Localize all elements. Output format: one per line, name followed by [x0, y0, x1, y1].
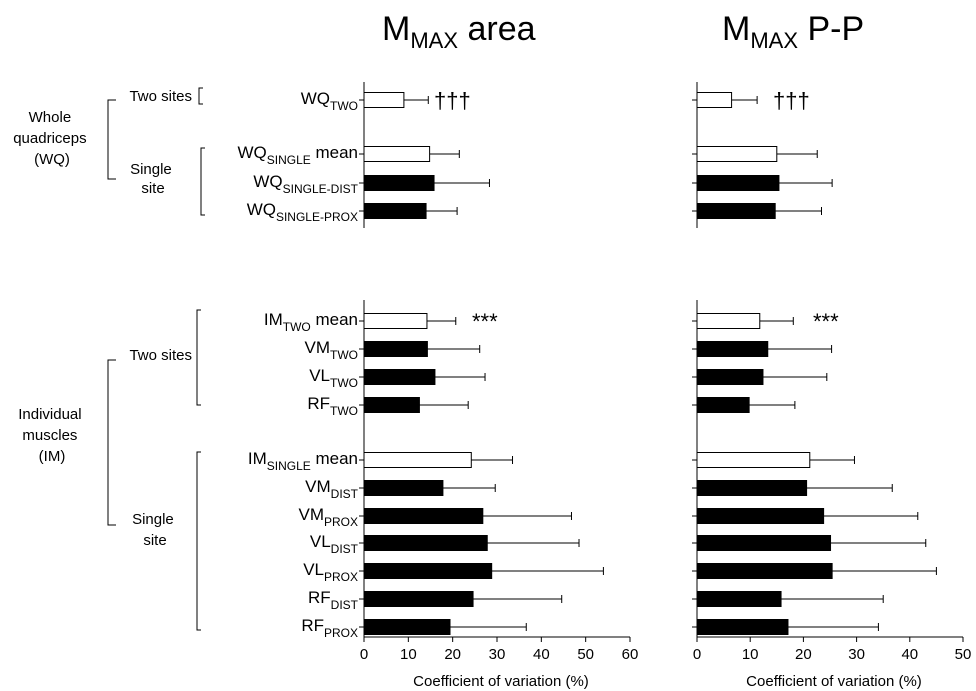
group-label-wq-single-site: Single site: [130, 161, 176, 197]
bar-vl_prox: [363, 563, 493, 579]
x-tick-label: 10: [400, 646, 417, 663]
row-label-wq_two: WQTWO: [301, 89, 358, 113]
bar-vm_two: [696, 341, 769, 357]
bar-rf_dist: [696, 591, 782, 607]
row-label-vl_prox: VLPROX: [303, 560, 358, 584]
x-tick-label: 20: [795, 646, 812, 663]
row-label-rf_prox: RFPROX: [301, 616, 358, 640]
bar-vm_prox: [363, 508, 484, 524]
bar-vl_prox: [696, 563, 833, 579]
row-label-im_single_mean: IMSINGLE mean: [248, 449, 358, 473]
bar-vm_dist: [363, 480, 444, 496]
significance-wq_two: †††: [773, 88, 810, 113]
row-label-vm_dist: VMDIST: [305, 477, 359, 501]
row-label-vm_prox: VMPROX: [298, 505, 358, 529]
bar-im_single_mean: [696, 452, 811, 468]
group-label-individual-muscles: Individual muscles (IM): [18, 406, 86, 465]
bar-wq_two: [363, 92, 405, 108]
panel-mmax-pp: 0 10 20 30 40 50 Coefficient of variation (%) †…: [692, 82, 971, 690]
bar-vl_two: [363, 369, 436, 385]
group-label-whole-quadriceps: Whole quadriceps (WQ): [13, 109, 91, 168]
significance-wq_two: †††: [434, 88, 471, 113]
panel-mmax-area: 0 10 20 30 40 50 60 Coefficient of variation (%…: [359, 82, 638, 690]
significance-im_two_mean: ***: [813, 309, 839, 334]
bracket-individual-muscles: [107, 359, 116, 526]
row-label-wq_single_dist: WQSINGLE-DIST: [253, 172, 358, 196]
row-label-vm_two: VMTWO: [305, 338, 359, 362]
x-axis-title: Coefficient of variation (%): [746, 673, 922, 690]
row-label-rf_two: RFTWO: [307, 394, 358, 418]
bracket-wq-two-sites: [198, 87, 203, 105]
x-tick-label: 50: [955, 646, 972, 663]
bar-vl_two: [696, 369, 764, 385]
bracket-whole-quadriceps: [107, 99, 116, 180]
bar-vm_two: [363, 341, 428, 357]
row-label-vl_two: VLTWO: [309, 366, 358, 390]
bar-rf_dist: [363, 591, 474, 607]
panel-title-pp: MMAX P-P: [722, 10, 864, 53]
x-tick-label: 40: [533, 646, 550, 663]
group-label-im-two-sites: Two sites: [129, 347, 192, 364]
x-tick-label: 0: [693, 646, 701, 663]
bar-im_two_mean: [363, 313, 428, 329]
bracket-wq-single-site: [200, 147, 205, 216]
group-label-im-single-site: Single site: [132, 511, 178, 549]
bar-vm_dist: [696, 480, 808, 496]
bar-wq_single_prox: [696, 203, 776, 219]
bar-vl_dist: [696, 535, 832, 551]
panel-title-area: MMAX area: [382, 10, 536, 53]
bar-wq_single_prox: [363, 203, 427, 219]
bar-vl_dist: [363, 535, 488, 551]
x-tick-label: 60: [622, 646, 639, 663]
x-tick-label: 30: [848, 646, 865, 663]
bar-wq_two: [696, 92, 733, 108]
bar-vm_prox: [696, 508, 825, 524]
bracket-im-single-site: [196, 451, 201, 631]
bar-rf_two: [696, 397, 750, 413]
x-tick-label: 30: [489, 646, 506, 663]
group-label-wq-two-sites: Two sites: [129, 88, 192, 105]
significance-im_two_mean: ***: [472, 309, 498, 334]
row-label-wq_single_prox: WQSINGLE-PROX: [247, 200, 358, 224]
bar-wq_single_dist: [696, 175, 780, 191]
bar-wq_single_mean: [696, 146, 778, 162]
bar-wq_single_dist: [363, 175, 435, 191]
bar-im_single_mean: [363, 452, 472, 468]
bar-rf_prox: [363, 619, 451, 635]
bar-im_two_mean: [696, 313, 761, 329]
row-label-im_two_mean: IMTWO mean: [264, 310, 358, 334]
row-labels: WQTWO WQSINGLE mean WQSINGLE-DIST WQSINGLE-…: [237, 89, 358, 640]
row-label-wq_single_mean: WQSINGLE mean: [237, 143, 358, 167]
x-tick-label: 0: [360, 646, 368, 663]
x-tick-label: 10: [742, 646, 759, 663]
x-tick-label: 20: [444, 646, 461, 663]
bar-rf_two: [363, 397, 420, 413]
bracket-im-two-sites: [196, 309, 201, 406]
row-label-rf_dist: RFDIST: [308, 588, 359, 612]
bar-rf_prox: [696, 619, 789, 635]
x-tick-label: 50: [577, 646, 594, 663]
row-label-vl_dist: VLDIST: [310, 532, 359, 556]
x-axis-title: Coefficient of variation (%): [413, 673, 589, 690]
x-tick-label: 40: [901, 646, 918, 663]
bar-wq_single_mean: [363, 146, 431, 162]
